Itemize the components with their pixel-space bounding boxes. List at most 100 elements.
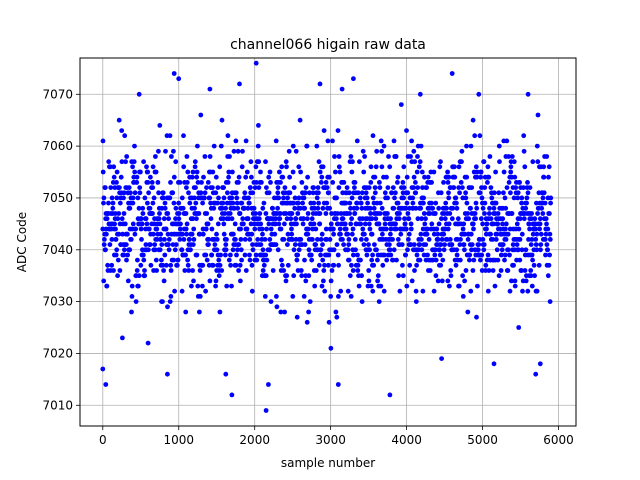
data-point	[348, 205, 353, 211]
data-point	[231, 205, 237, 211]
data-point	[327, 205, 333, 211]
data-point	[364, 252, 370, 258]
data-point	[225, 190, 230, 196]
data-point	[452, 164, 457, 170]
data-point	[150, 185, 156, 191]
data-point	[439, 237, 445, 242]
data-point	[516, 325, 522, 330]
data-point	[115, 273, 120, 279]
data-point	[148, 174, 153, 180]
data-point	[495, 211, 501, 216]
data-point	[268, 299, 274, 304]
data-point	[431, 288, 437, 294]
data-point	[505, 268, 511, 273]
data-point	[387, 164, 393, 170]
data-point	[152, 247, 158, 253]
data-point	[216, 257, 222, 263]
data-point	[173, 242, 179, 248]
data-point	[202, 154, 208, 159]
data-point	[192, 159, 198, 165]
data-point	[277, 216, 283, 222]
data-point	[145, 180, 151, 185]
data-point	[464, 200, 470, 206]
data-point	[541, 174, 547, 180]
data-point	[320, 164, 326, 170]
data-point	[352, 185, 357, 191]
data-point	[224, 237, 229, 242]
data-point	[340, 216, 346, 222]
data-point	[419, 216, 424, 222]
data-point	[225, 133, 231, 139]
data-point	[138, 216, 144, 222]
data-point	[435, 237, 441, 242]
x-tick-label: 1000	[163, 433, 194, 447]
data-point	[307, 299, 313, 304]
data-point	[242, 252, 248, 258]
data-point	[226, 174, 232, 180]
data-point	[467, 257, 472, 263]
data-point	[139, 237, 144, 242]
data-point	[545, 247, 550, 253]
data-point	[306, 273, 312, 279]
data-point	[128, 237, 134, 242]
data-point	[149, 180, 155, 185]
data-point	[435, 231, 441, 237]
data-point	[194, 252, 200, 258]
data-point	[240, 216, 246, 222]
data-point	[291, 185, 297, 191]
data-point	[362, 231, 367, 237]
data-point	[206, 237, 212, 242]
data-point	[463, 195, 469, 201]
data-point	[375, 273, 381, 279]
data-point	[506, 247, 511, 253]
data-point	[419, 169, 425, 175]
data-point	[316, 159, 322, 165]
data-point	[117, 185, 122, 191]
data-point	[313, 242, 318, 248]
data-point	[273, 216, 279, 222]
data-point	[230, 169, 235, 175]
data-point	[220, 216, 226, 222]
data-point	[343, 226, 349, 232]
data-point	[367, 221, 372, 227]
data-point	[266, 174, 272, 180]
data-point	[299, 273, 305, 279]
x-tick-label: 5000	[467, 433, 498, 447]
data-point	[287, 174, 292, 180]
data-point	[503, 237, 509, 242]
data-point	[156, 216, 162, 222]
data-point	[514, 221, 520, 227]
data-point	[534, 200, 539, 206]
data-point	[263, 211, 269, 216]
data-point	[366, 185, 372, 191]
data-point	[380, 231, 385, 237]
data-point	[331, 231, 336, 237]
data-point	[115, 216, 121, 222]
data-point	[320, 242, 325, 248]
data-point	[184, 221, 190, 227]
data-point	[132, 169, 138, 175]
y-tick-label: 7060	[42, 139, 73, 153]
data-point	[204, 257, 210, 263]
data-point	[206, 242, 211, 248]
data-point	[235, 247, 240, 253]
data-point	[190, 216, 196, 222]
data-point	[349, 216, 354, 222]
data-point	[522, 164, 528, 170]
data-point	[421, 200, 426, 206]
data-point	[289, 211, 295, 216]
data-point	[398, 231, 404, 237]
data-point	[110, 205, 116, 211]
data-point	[548, 195, 554, 201]
data-point	[534, 288, 540, 294]
data-point	[234, 252, 239, 258]
data-point	[177, 226, 183, 232]
data-point	[169, 154, 174, 159]
data-point	[136, 91, 142, 97]
data-point	[502, 257, 507, 263]
data-point	[533, 226, 538, 232]
data-point	[535, 159, 541, 165]
data-point	[191, 237, 197, 242]
data-point	[530, 257, 535, 263]
data-point	[377, 180, 382, 185]
